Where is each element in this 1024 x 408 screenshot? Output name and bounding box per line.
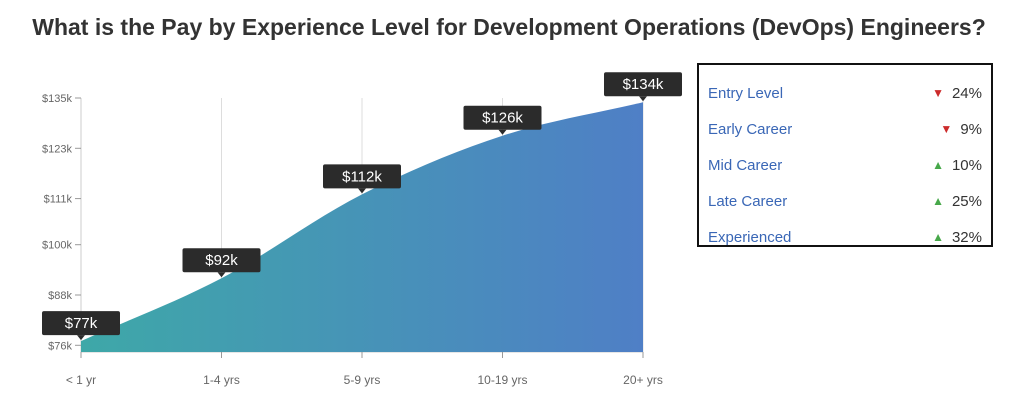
x-tick-label: < 1 yr [66, 373, 96, 387]
salary-area [81, 102, 643, 352]
legend-row-late-career[interactable]: Late Career ▲ 25% [708, 189, 982, 213]
area-chart: $76k $88k $100k $111k $123k $135k < 1 yr 1-4 yr… [42, 72, 682, 387]
experience-legend: Entry Level ▼ 24% Early Career ▼ 9% Mid Ca… [697, 63, 993, 247]
x-tick-label: 1-4 yrs [203, 373, 240, 387]
legend-change: 9% [960, 120, 982, 138]
y-tick-label: $135k [42, 93, 72, 105]
data-label: $134k [623, 76, 664, 93]
data-label-box [463, 105, 542, 130]
data-label-callout: $126k [463, 105, 542, 135]
y-tick-label: $88k [48, 290, 72, 302]
data-label: $92k [205, 252, 238, 269]
data-label-pointer [217, 272, 226, 278]
y-tick-label: $123k [42, 143, 72, 155]
y-tick-label: $111k [44, 194, 73, 206]
triangle-up-icon: ▲ [932, 230, 944, 244]
legend-change: 10% [951, 156, 982, 174]
legend-row-early-career[interactable]: Early Career ▼ 9% [708, 117, 982, 141]
triangle-up-icon: ▲ [932, 194, 944, 208]
legend-change: 32% [951, 228, 982, 246]
data-label-callout: $77k [42, 311, 120, 341]
triangle-down-icon: ▼ [932, 86, 944, 100]
legend-label[interactable]: Mid Career [708, 156, 783, 174]
x-tick-label: 10-19 yrs [477, 373, 527, 387]
legend-change: 24% [951, 84, 982, 102]
data-label-callout: $92k [182, 248, 261, 278]
data-label-box [323, 164, 401, 189]
chart-area [81, 102, 643, 352]
data-label-pointer [498, 129, 507, 135]
data-label-box [42, 311, 120, 336]
legend-row-experienced[interactable]: Experienced ▲ 32% [708, 225, 982, 249]
chart-data-labels: $77k $92k $112k $126k $134k [42, 72, 682, 341]
x-tick-label: 5-9 yrs [344, 373, 381, 387]
y-tick-label: $100k [42, 240, 72, 252]
data-label: $112k [342, 168, 382, 185]
data-label: $126k [482, 110, 523, 127]
legend-change: 25% [951, 192, 982, 210]
triangle-up-icon: ▲ [932, 158, 944, 172]
legend-label[interactable]: Early Career [708, 120, 793, 138]
legend-row-mid-career[interactable]: Mid Career ▲ 10% [708, 153, 982, 177]
x-tick-label: 20+ yrs [623, 373, 663, 387]
data-label: $77k [65, 315, 98, 332]
data-label-box [604, 72, 682, 97]
data-label-pointer [77, 335, 85, 341]
data-label-callout: $112k [323, 164, 401, 194]
data-label-pointer [358, 188, 366, 194]
data-label-box [182, 248, 261, 273]
legend-label[interactable]: Experienced [708, 228, 792, 246]
legend-row-entry-level[interactable]: Entry Level ▼ 24% [708, 81, 982, 105]
legend-label[interactable]: Late Career [708, 192, 788, 210]
y-tick-label: $76k [48, 340, 72, 352]
triangle-down-icon: ▼ [940, 122, 953, 136]
data-label-callout: $134k [604, 72, 682, 102]
chart-title: What is the Pay by Experience Level for … [32, 14, 986, 40]
data-label-pointer [639, 96, 647, 102]
legend-label[interactable]: Entry Level [708, 84, 784, 102]
